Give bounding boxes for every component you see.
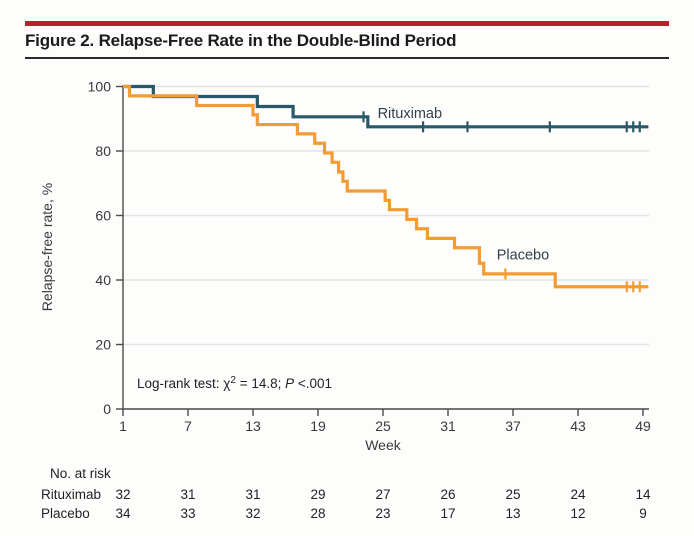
risk-count: 25 [505, 487, 521, 502]
y-tick-label: 60 [95, 208, 111, 224]
risk-count: 17 [440, 506, 456, 521]
risk-table-title-text: No. at risk [50, 466, 111, 481]
risk-count: 32 [245, 506, 261, 521]
x-tick-label: 13 [245, 418, 261, 434]
survival-curves [123, 84, 649, 293]
risk-count: 13 [505, 506, 521, 521]
risk-row-label: Rituximab [41, 487, 102, 502]
x-tick-label: 1 [119, 418, 127, 434]
risk-count: 34 [115, 506, 131, 521]
y-tick-label: 80 [95, 143, 111, 159]
series-label-rituximab: Rituximab [378, 106, 442, 122]
x-axis-ticks: 1 7 13 19 25 31 37 43 49 [119, 409, 651, 434]
x-tick-label: 37 [505, 418, 521, 434]
title-divider [25, 57, 669, 59]
risk-count: 26 [440, 487, 456, 502]
risk-count: 28 [310, 506, 326, 521]
y-tick-label: 100 [88, 79, 112, 95]
risk-count: 23 [375, 506, 391, 521]
title-accent-bar [25, 21, 669, 26]
risk-count: 14 [635, 487, 651, 502]
risk-row-rituximab: Rituximab 32 31 31 29 27 26 25 24 14 [0, 487, 694, 506]
y-tick-label: 40 [95, 272, 111, 288]
x-tick-label: 19 [310, 418, 326, 434]
risk-count: 31 [180, 487, 196, 502]
risk-count: 12 [570, 506, 586, 521]
logrank-annotation: Log-rank test: χ2 = 14.8; P <.001 [137, 375, 332, 391]
series-label-placebo: Placebo [497, 248, 549, 264]
risk-count: 31 [245, 487, 261, 502]
x-tick-label: 25 [375, 418, 391, 434]
risk-count: 33 [180, 506, 196, 521]
y-tick-label: 0 [103, 401, 111, 417]
x-tick-label: 7 [184, 418, 192, 434]
y-axis-ticks: 0 20 40 60 80 100 [88, 79, 123, 417]
risk-count: 32 [115, 487, 131, 502]
x-tick-label: 31 [440, 418, 456, 434]
risk-count: 27 [375, 487, 391, 502]
x-axis-label: Week [365, 437, 402, 453]
risk-count: 29 [310, 487, 326, 502]
axes [122, 85, 649, 410]
y-axis-label: Relapse-free rate, % [39, 183, 55, 311]
y-tick-label: 20 [95, 337, 111, 353]
risk-count: 9 [639, 506, 647, 521]
risk-row-placebo: Placebo 34 33 32 28 23 17 13 12 9 [0, 506, 694, 525]
km-curve-rituximab [123, 84, 649, 129]
x-tick-label: 49 [635, 418, 651, 434]
figure-title: Figure 2. Relapse-Free Rate in the Doubl… [25, 31, 457, 50]
km-curve-placebo [123, 84, 649, 289]
risk-row-label: Placebo [41, 506, 90, 521]
gridlines [123, 85, 649, 346]
risk-count: 24 [570, 487, 586, 502]
x-tick-label: 43 [570, 418, 586, 434]
km-chart: 0 20 40 60 80 100 1 7 13 19 25 31 37 43 49 Relapse-fr… [39, 79, 651, 454]
